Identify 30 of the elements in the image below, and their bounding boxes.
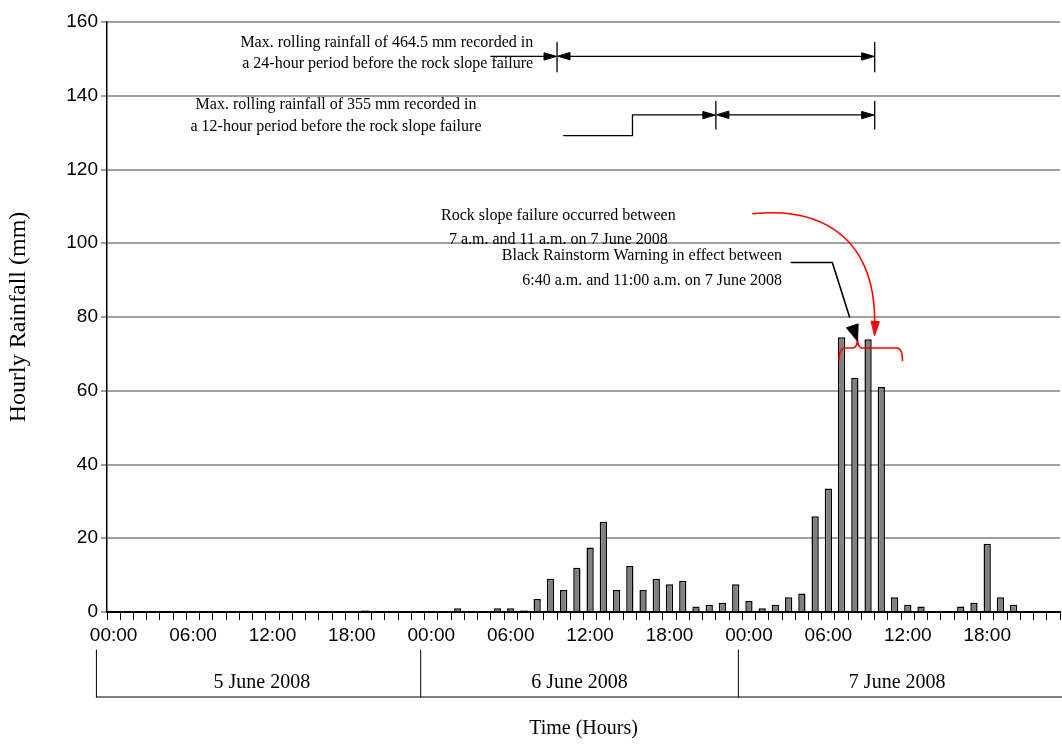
annotation: Max. rolling rainfall of 355 mm recorded in a 12-hour period before the rock slope failure: [190, 95, 482, 136]
annotation: Black Rainstorm Warning in effect between 6:40 a.m. and 11:00 a.m. on 7 June 2008: [501, 245, 783, 288]
x-tick-label: 06:00: [804, 623, 853, 645]
x-tick-label: 00:00: [89, 623, 138, 645]
x-tick-label: 06:00: [486, 623, 535, 645]
x-tick-label: 06:00: [169, 623, 217, 645]
x-tick-label: 18:00: [963, 623, 1011, 645]
y-tick-label: 100: [66, 231, 98, 253]
x-tick-label: 00:00: [725, 623, 773, 645]
y-tick-label: 20: [76, 526, 98, 548]
x-tick-label: 12:00: [884, 623, 932, 645]
y-tick-label: 80: [76, 305, 98, 327]
y-tick-label: 0: [87, 600, 98, 622]
x-tick-label: 18:00: [328, 623, 376, 645]
x-tick-label: 12:00: [566, 623, 614, 645]
y-axis-title: Hourly Rainfall (mm): [3, 211, 30, 423]
annotation: Rock slope failure occurred between 7 a.m. and 11 a.m. on 7 June 2008: [441, 205, 676, 247]
text: 5 June 2008: [213, 670, 311, 693]
text: 7 June 2008: [848, 670, 946, 693]
y-tick-label: 40: [76, 452, 98, 474]
x-tick-label: 18:00: [645, 623, 694, 645]
text: 6 June 2008: [531, 670, 628, 693]
x-axis-title: Time (Hours): [529, 716, 638, 740]
x-tick-label: 00:00: [407, 623, 456, 645]
y-tick-label: 160: [66, 10, 98, 32]
y-tick-label: 60: [76, 378, 98, 400]
x-tick-label: 12:00: [248, 623, 297, 645]
y-tick-label: 120: [66, 157, 98, 179]
annotation: Max. rolling rainfall of 464.5 mm recorded in a 24-hour period before the rock slope failure: [240, 32, 534, 72]
y-tick-label: 140: [66, 83, 98, 105]
